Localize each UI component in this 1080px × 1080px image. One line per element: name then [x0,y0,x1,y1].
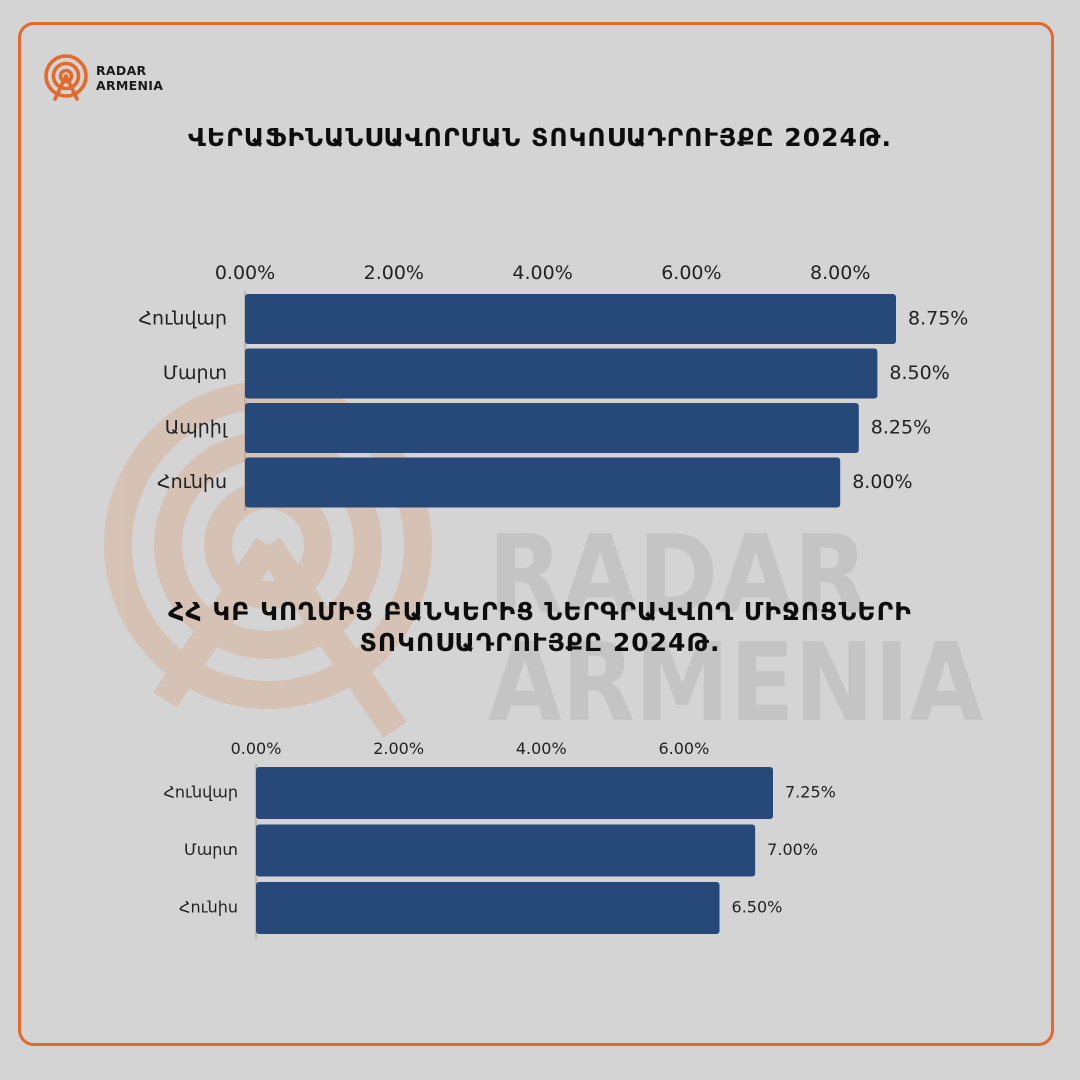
chart1-category-label: Հունիս [157,471,227,493]
chart1-tick-label: 2.00% [364,262,424,284]
chart2-category-label: Հունվար [163,783,238,802]
chart1-bar [245,403,859,453]
chart2-tick-label: 2.00% [373,739,424,758]
chart2-category-label: Հունիս [179,898,238,917]
watermark-line2: ARMENIA [488,621,983,746]
chart2-bar [256,824,756,877]
brand-logo: RADAR ARMENIA [42,52,163,104]
chart1-tick-label: 6.00% [661,262,721,284]
chart1-bar [245,294,896,344]
chart1-bar [245,457,841,508]
chart2-value-label: 7.00% [767,840,818,859]
chart1-value-label: 8.50% [889,362,949,384]
chart1-title: ՎԵՐԱՖԻՆԱՆՍԱՎՈՐՄԱՆ ՏՈԿՈՍԱԴՐՈՒՅՔԸ 2024Թ. [188,123,892,152]
chart1-category-label: Ապրիլ [165,417,228,439]
radar-antenna-icon [44,54,88,101]
chart1-category-label: Հունվար [138,308,227,330]
page-frame [18,22,1054,1046]
chart1-tick-label: 8.00% [810,262,870,284]
chart2-tick-label: 0.00% [231,739,282,758]
chart1-tick-label: 4.00% [512,262,572,284]
chart1-bar [245,348,878,399]
chart2-tick-label: 4.00% [516,739,567,758]
chart2-category-label: Մարտ [184,840,238,859]
chart1-category-label: Մարտ [163,362,227,384]
brand-name-line1: RADAR [96,63,147,78]
chart2-title-line1: ՀՀ ԿԲ ԿՈՂՄԻՑ ԲԱՆԿԵՐԻՑ ՆԵՐԳՐԱՎՎՈՂ ՄԻՋՈՑՆԵ… [168,597,912,626]
chart2-value-label: 7.25% [785,783,836,802]
watermark-line1: RADAR [488,513,868,638]
brand-name-line2: ARMENIA [96,78,164,93]
chart2-title-line2: ՏՈԿՈՍԱԴՐՈՒՅՔԸ 2024Թ. [359,628,721,657]
chart2-title: ՀՀ ԿԲ ԿՈՂՄԻՑ ԲԱՆԿԵՐԻՑ ՆԵՐԳՐԱՎՎՈՂ ՄԻՋՈՑՆԵ… [0,596,1080,658]
chart1-value-label: 8.75% [908,308,968,330]
chart1-value-label: 8.00% [852,471,912,493]
chart2-tick-label: 6.00% [658,739,709,758]
chart1-value-label: 8.25% [871,417,931,439]
chart2-bar [256,882,720,934]
chart1-tick-label: 0.00% [215,262,275,284]
chart2-bar [256,767,773,819]
chart2-value-label: 6.50% [732,898,783,917]
